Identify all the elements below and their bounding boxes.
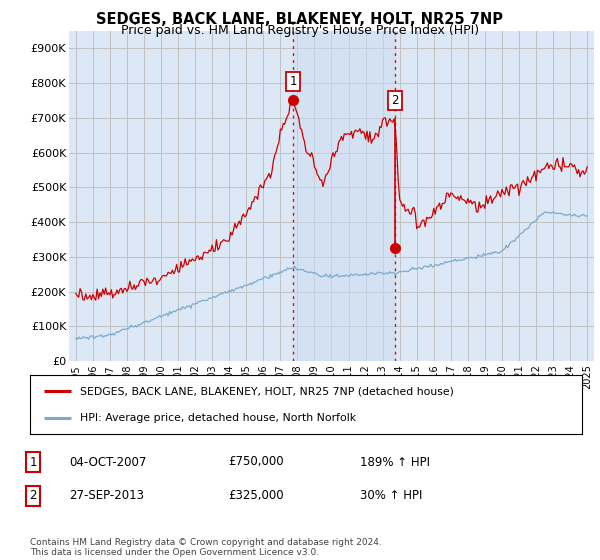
Text: Contains HM Land Registry data © Crown copyright and database right 2024.
This d: Contains HM Land Registry data © Crown c… — [30, 538, 382, 557]
Text: Price paid vs. HM Land Registry's House Price Index (HPI): Price paid vs. HM Land Registry's House … — [121, 24, 479, 36]
Text: HPI: Average price, detached house, North Norfolk: HPI: Average price, detached house, Nort… — [80, 413, 356, 423]
Text: 27-SEP-2013: 27-SEP-2013 — [69, 489, 144, 502]
Text: 30% ↑ HPI: 30% ↑ HPI — [360, 489, 422, 502]
Text: 2: 2 — [391, 94, 399, 108]
Text: £325,000: £325,000 — [228, 489, 284, 502]
Text: 189% ↑ HPI: 189% ↑ HPI — [360, 455, 430, 469]
Text: £750,000: £750,000 — [228, 455, 284, 469]
Text: SEDGES, BACK LANE, BLAKENEY, HOLT, NR25 7NP: SEDGES, BACK LANE, BLAKENEY, HOLT, NR25 … — [97, 12, 503, 27]
Text: 1: 1 — [289, 75, 297, 88]
Text: 04-OCT-2007: 04-OCT-2007 — [69, 455, 146, 469]
Text: 1: 1 — [29, 455, 37, 469]
Text: 2: 2 — [29, 489, 37, 502]
Text: SEDGES, BACK LANE, BLAKENEY, HOLT, NR25 7NP (detached house): SEDGES, BACK LANE, BLAKENEY, HOLT, NR25 … — [80, 386, 454, 396]
Bar — [293, 31, 395, 361]
